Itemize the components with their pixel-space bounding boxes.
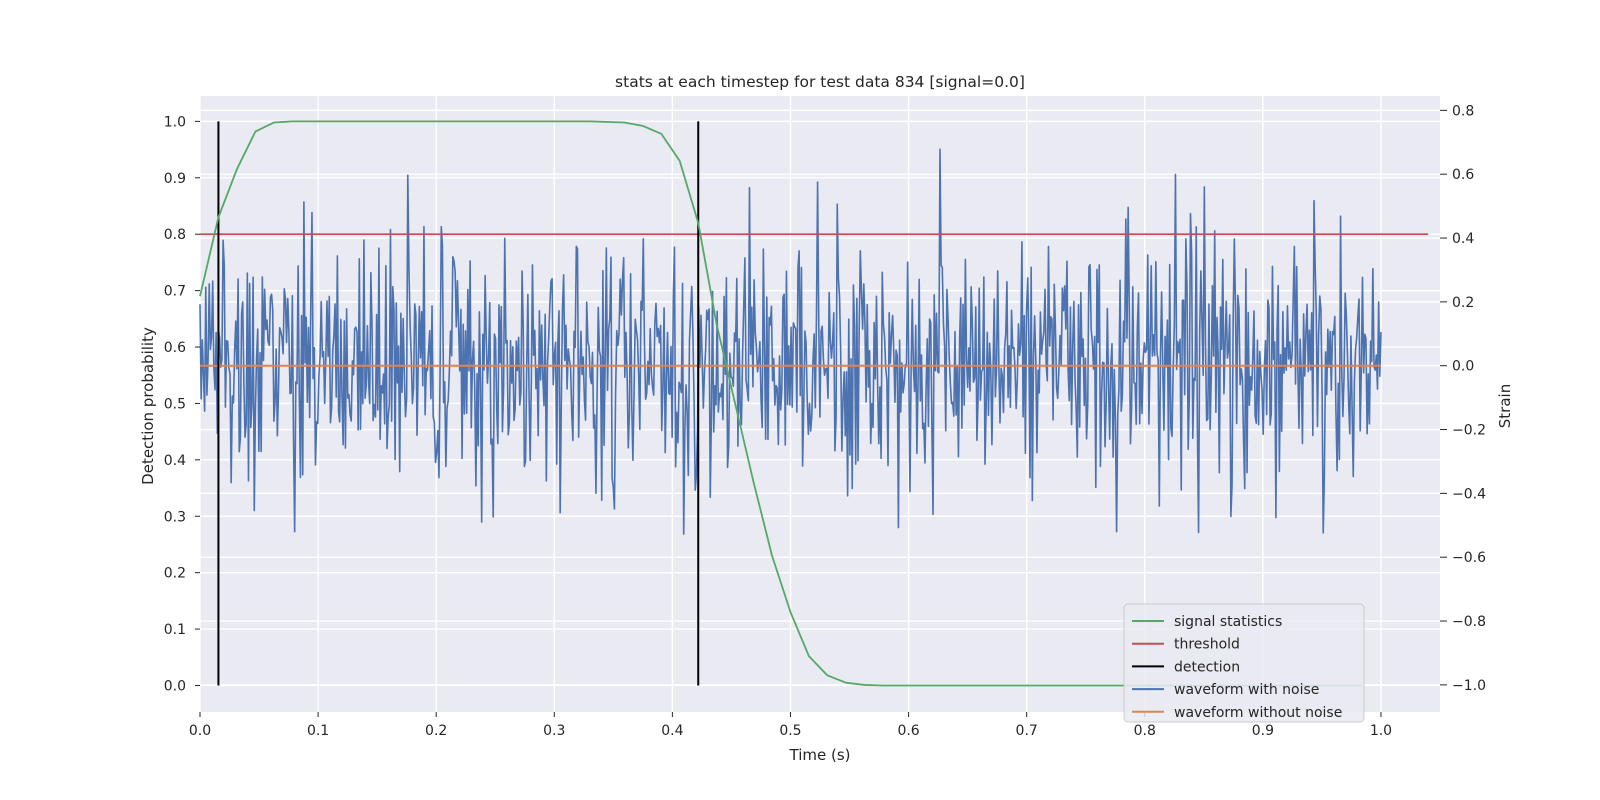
y-axis-right-label: Strain [1496, 384, 1514, 428]
x-tick-label: 0.1 [307, 723, 329, 739]
x-tick-label: 0.5 [779, 723, 801, 739]
y-right-tick-label: −0.4 [1452, 486, 1486, 502]
y-left-tick-label: 0.2 [164, 566, 186, 582]
y-left-tick-label: 0.5 [164, 396, 186, 412]
signal-statistics-line [199, 120, 1363, 687]
y-left-tick-label: 0.0 [164, 678, 186, 694]
y-left-tick-label: 0.8 [164, 227, 186, 243]
y-axis-left-label: Detection probability [139, 327, 157, 485]
x-tick-label: 0.8 [1134, 723, 1156, 739]
legend-label: waveform without noise [1174, 705, 1342, 721]
legend-label: threshold [1174, 637, 1240, 653]
y-right-tick-label: 0.8 [1452, 103, 1474, 119]
x-axis-label: Time (s) [789, 746, 851, 764]
legend-box [1123, 603, 1365, 723]
x-tick-label: 0.2 [425, 723, 447, 739]
y-right-tick-label: 0.0 [1452, 359, 1474, 375]
legend: signal statistics threshold detection wavef… [1123, 603, 1365, 723]
legend-label: waveform with noise [1174, 682, 1319, 698]
y-right-tick-label: 0.2 [1452, 295, 1474, 311]
y-left-tick-label: 0.7 [164, 284, 186, 300]
y-left-tick-label: 0.1 [164, 622, 186, 638]
series-layer [199, 120, 1429, 687]
x-tick-label: 1.0 [1370, 723, 1392, 739]
y-right-tick-label: −0.6 [1452, 550, 1486, 566]
legend-label: signal statistics [1174, 614, 1282, 630]
y-left-tick-label: 0.6 [164, 340, 186, 356]
y-right-tick-label: 0.6 [1452, 167, 1474, 183]
y-left-tick-label: 1.0 [164, 114, 186, 130]
y-left-tick-label: 0.4 [164, 453, 186, 469]
y-left-tick-label: 0.9 [164, 171, 186, 187]
x-tick-label: 0.4 [661, 723, 683, 739]
ticks-layer: 0.0 0.1 0.2 0.3 0.4 0.5 0.6 0.7 0.8 0.9 1.0 0.0 0.1 0… [164, 103, 1486, 739]
x-tick-label: 0.9 [1252, 723, 1274, 739]
y-right-tick-label: −0.2 [1452, 423, 1486, 439]
legend-label: detection [1174, 659, 1240, 675]
y-left-tick-label: 0.3 [164, 509, 186, 525]
x-tick-label: 0.0 [189, 723, 211, 739]
chart-title: stats at each timestep for test data 834… [615, 73, 1025, 91]
y-right-tick-label: −1.0 [1452, 678, 1486, 694]
x-tick-label: 0.6 [897, 723, 919, 739]
x-tick-label: 0.7 [1016, 723, 1038, 739]
y-right-tick-label: −0.8 [1452, 614, 1486, 630]
x-tick-label: 0.3 [543, 723, 565, 739]
y-right-tick-label: 0.4 [1452, 231, 1474, 247]
